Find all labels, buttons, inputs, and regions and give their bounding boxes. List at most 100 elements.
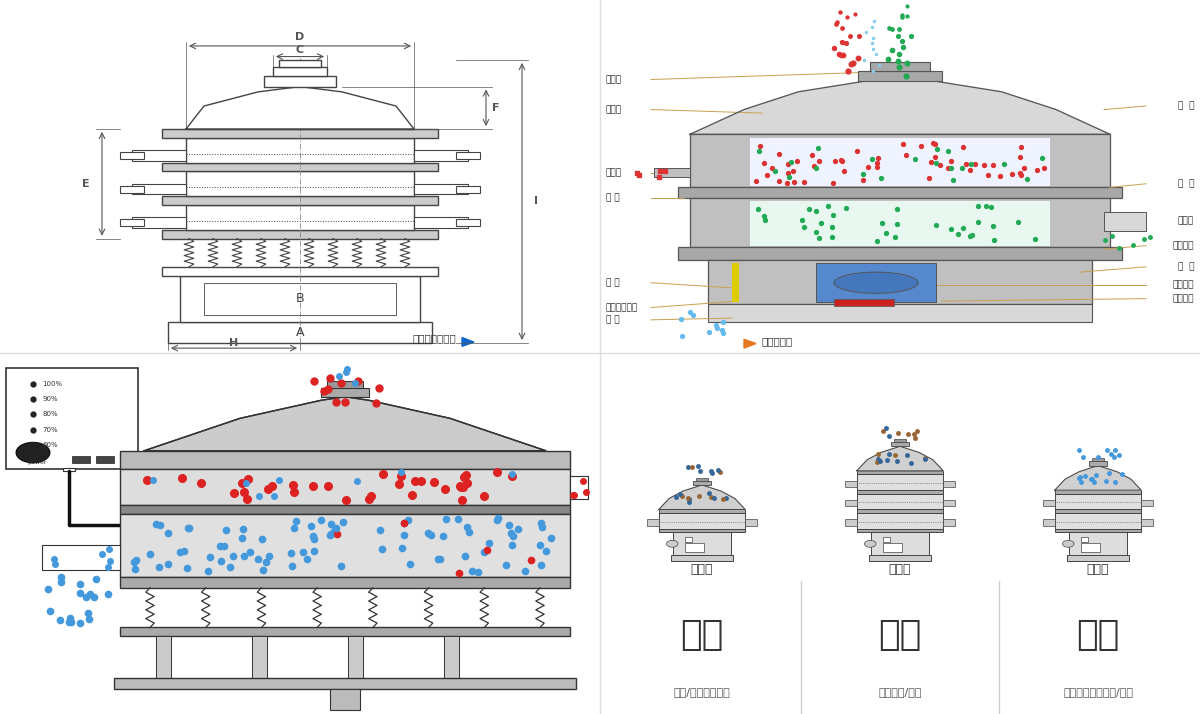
Bar: [654, 168, 690, 177]
Bar: [320, 388, 370, 397]
Text: 束 环: 束 环: [606, 193, 619, 203]
Bar: [659, 529, 745, 532]
Bar: [120, 186, 144, 193]
Text: 出料口: 出料口: [606, 169, 622, 178]
Bar: [120, 514, 570, 577]
Text: F: F: [492, 103, 499, 113]
Bar: [696, 478, 708, 481]
Bar: [685, 543, 704, 552]
Polygon shape: [744, 339, 756, 348]
Bar: [883, 538, 890, 542]
Bar: [168, 321, 432, 343]
Text: 100%: 100%: [42, 381, 62, 387]
Bar: [180, 276, 420, 321]
Bar: [857, 474, 943, 490]
Text: power: power: [28, 460, 47, 465]
Text: 60%: 60%: [42, 442, 58, 448]
Bar: [745, 519, 757, 526]
Text: 下部重锤: 下部重锤: [1172, 294, 1194, 303]
Bar: [120, 451, 570, 469]
Bar: [348, 636, 364, 678]
Bar: [858, 71, 942, 81]
Text: E: E: [83, 178, 90, 188]
Bar: [694, 481, 710, 485]
Text: 筛  网: 筛 网: [1177, 101, 1194, 111]
Bar: [1055, 529, 1141, 532]
Bar: [162, 129, 438, 138]
Text: 弹 簧: 弹 簧: [606, 278, 619, 287]
Bar: [943, 519, 955, 526]
Bar: [750, 138, 1050, 186]
Bar: [162, 230, 438, 238]
Circle shape: [666, 540, 678, 547]
Bar: [690, 198, 1110, 248]
Polygon shape: [659, 485, 745, 510]
Bar: [570, 476, 588, 500]
Bar: [871, 532, 929, 555]
Bar: [186, 205, 414, 230]
Text: 机 座: 机 座: [606, 316, 619, 324]
Polygon shape: [1055, 466, 1141, 490]
Bar: [1092, 458, 1104, 461]
Bar: [659, 510, 745, 513]
Bar: [414, 150, 468, 161]
Text: 振动电机: 振动电机: [1172, 280, 1194, 289]
Text: 双层式: 双层式: [1087, 563, 1109, 576]
Bar: [1141, 500, 1153, 506]
Text: 80%: 80%: [42, 411, 58, 418]
Bar: [1141, 519, 1153, 526]
Bar: [1043, 500, 1055, 506]
Text: 去除异物/结块: 去除异物/结块: [878, 688, 922, 698]
Bar: [114, 678, 576, 689]
Bar: [162, 196, 438, 205]
Text: I: I: [534, 196, 538, 206]
Bar: [892, 442, 908, 446]
Bar: [120, 152, 144, 159]
Bar: [943, 481, 955, 487]
Text: 频率 超声 超声 超声 超声 超声 超声 超声 超声 超声 超声 频率 超声 超声 超声 超声 超声 超声: 频率 超声 超声 超声 超声 超声 超声 超声 超声 超声 超声 频率 超声 超…: [275, 488, 421, 493]
Bar: [72, 456, 90, 463]
Bar: [204, 283, 396, 315]
Text: 外形尺寸示意图: 外形尺寸示意图: [413, 333, 456, 343]
Bar: [1055, 510, 1141, 513]
Bar: [96, 456, 114, 463]
Bar: [857, 513, 943, 529]
Bar: [1055, 493, 1141, 510]
Bar: [330, 689, 360, 710]
Polygon shape: [186, 86, 414, 129]
Bar: [1081, 538, 1088, 542]
Bar: [162, 163, 438, 171]
Polygon shape: [690, 81, 1110, 134]
Bar: [857, 510, 943, 513]
Ellipse shape: [834, 272, 918, 293]
Bar: [1090, 461, 1106, 466]
Bar: [857, 490, 943, 493]
Bar: [162, 267, 438, 276]
Bar: [456, 152, 480, 159]
Polygon shape: [462, 338, 474, 346]
Bar: [845, 500, 857, 506]
Bar: [647, 519, 659, 526]
Bar: [120, 219, 144, 226]
Bar: [456, 219, 480, 226]
Bar: [120, 577, 570, 588]
Polygon shape: [857, 446, 943, 471]
Bar: [186, 138, 414, 163]
Bar: [834, 298, 894, 306]
Circle shape: [17, 443, 50, 463]
Bar: [156, 636, 172, 678]
Text: 单层式: 单层式: [691, 563, 713, 576]
Bar: [943, 500, 955, 506]
Text: 去除液体中的颗粒/异物: 去除液体中的颗粒/异物: [1063, 688, 1133, 698]
Bar: [671, 555, 733, 561]
Text: 运输固定螺栓: 运输固定螺栓: [606, 303, 638, 312]
Text: 除杂: 除杂: [1076, 618, 1120, 652]
Bar: [6, 368, 138, 469]
Bar: [883, 543, 902, 552]
Bar: [869, 555, 931, 561]
Text: 分级: 分级: [680, 618, 724, 652]
Bar: [456, 186, 480, 193]
Text: 70%: 70%: [42, 426, 58, 433]
Bar: [857, 529, 943, 532]
Text: D: D: [295, 32, 305, 42]
